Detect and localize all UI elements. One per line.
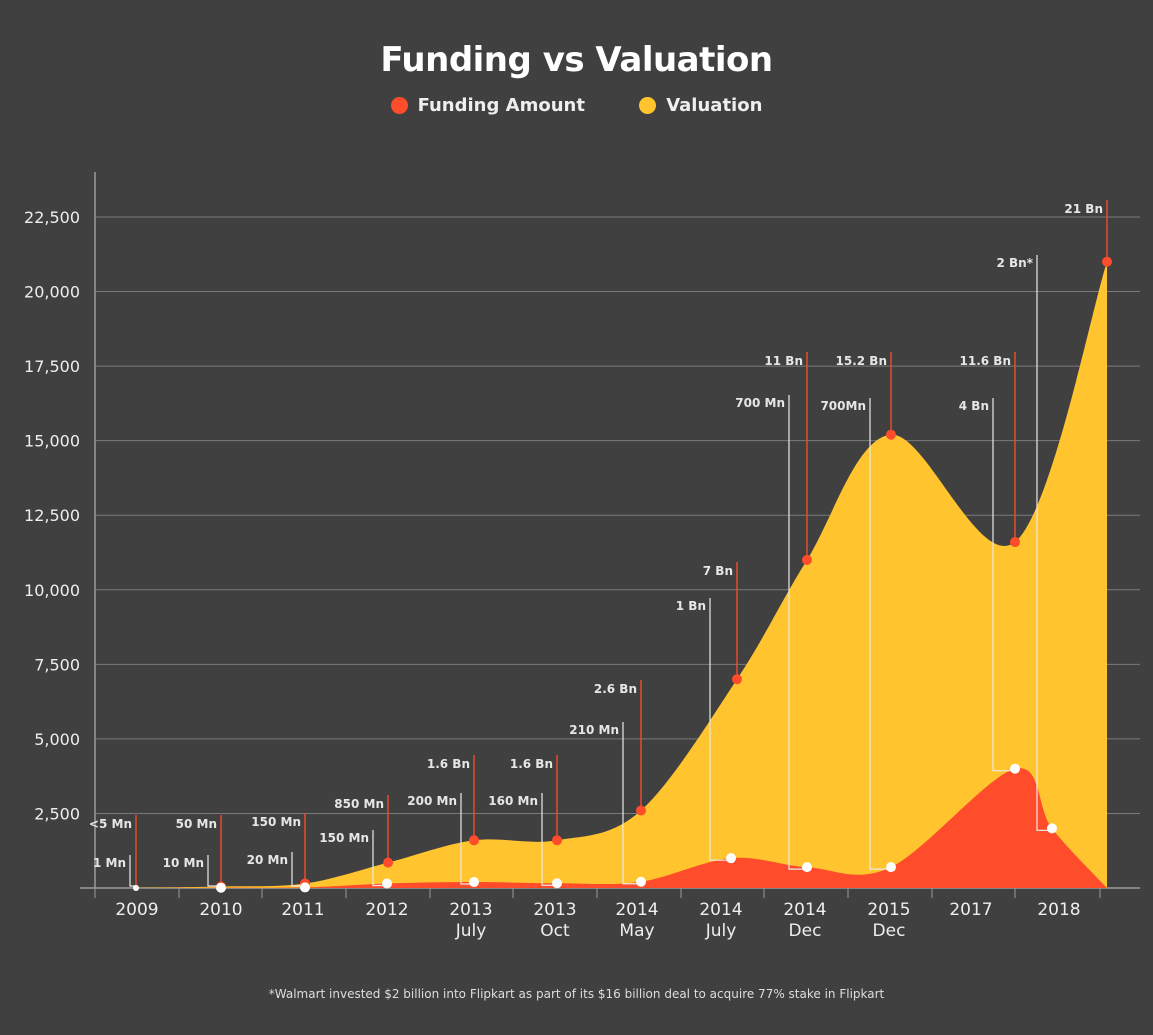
funding-area [136,768,1107,888]
funding-point [1047,823,1057,834]
x-tick-label: 2014 [783,900,826,920]
valuation-data-label: 1.6 Bn [510,757,553,771]
y-tick-label: 5,000 [34,730,80,749]
valuation-data-label: 7 Bn [703,564,733,578]
valuation-point [383,857,393,868]
x-tick-sublabel: Oct [540,921,570,941]
funding-point [216,882,226,893]
valuation-data-label: <5 Mn [89,817,132,831]
funding-point [636,876,646,887]
valuation-point [469,835,479,846]
y-tick-label: 7,500 [34,655,80,674]
x-tick-label: 2010 [199,900,242,920]
chart-title: Funding vs Valuation [380,40,773,80]
x-tick-label: 2014 [699,900,742,920]
valuation-data-label: 1.6 Bn [427,757,470,771]
valuation-data-label: 150 Mn [251,815,301,829]
funding-point [726,853,736,864]
valuation-point [732,674,742,685]
y-tick-label: 10,000 [24,581,80,600]
valuation-data-label: 11 Bn [764,354,803,368]
footnote: *Walmart invested $2 billion into Flipka… [268,987,885,1001]
x-tick-sublabel: July [705,921,737,941]
x-tick-label: 2011 [281,900,324,920]
funding-data-label: 10 Mn [163,856,204,870]
funding-leader-line [992,398,1015,772]
valuation-point [552,835,562,846]
funding-leader-line [207,855,221,887]
legend-label-valuation: Valuation [666,95,763,116]
legend-label-funding: Funding Amount [417,95,585,116]
x-tick-label: 2013 [449,900,492,920]
funding-data-label: 200 Mn [407,794,457,808]
funding-leader-line [622,722,641,885]
y-tick-label: 12,500 [24,506,80,525]
funding-data-label: 2 Bn* [997,256,1034,270]
funding-data-label: 1 Mn [93,856,126,870]
y-tick-label: 22,500 [24,208,80,227]
funding-leader-line [541,793,557,886]
funding-point [1010,763,1020,774]
funding-leader-line [129,855,136,887]
funding-data-label: 4 Bn [959,399,989,413]
valuation-point [636,805,646,816]
funding-point [802,862,812,873]
funding-data-label: 700 Mn [735,396,785,410]
valuation-point [886,429,896,440]
funding-leader-line [1036,255,1052,831]
funding-data-label: 210 Mn [569,723,619,737]
funding-leader-line [869,398,891,870]
x-tick-label: 2012 [365,900,408,920]
y-tick-label: 15,000 [24,432,80,451]
x-tick-label: 2018 [1037,900,1080,920]
legend: Funding Amount Valuation [0,95,1153,119]
legend-swatch-valuation [639,97,657,114]
funding-data-label: 700Mn [820,399,866,413]
legend-swatch-funding [390,97,408,114]
funding-point [300,882,310,893]
valuation-point [1010,537,1020,548]
legend-item-funding: Funding Amount [390,95,585,116]
valuation-data-label: 11.6 Bn [960,354,1011,368]
legend-item-valuation: Valuation [639,95,762,116]
funding-point [552,878,562,889]
valuation-data-label: 15.2 Bn [836,354,887,368]
x-tick-label: 2017 [949,900,992,920]
funding-leader-line [788,395,807,870]
x-tick-sublabel: May [619,921,654,941]
x-tick-label: 2013 [533,900,576,920]
funding-data-label: 1 Bn [676,599,706,613]
y-tick-label: 17,500 [24,357,80,376]
funding-data-label: 150 Mn [319,831,369,845]
x-tick-sublabel: July [455,921,487,941]
valuation-point [802,554,812,565]
funding-leader-line [372,830,387,887]
x-tick-sublabel: Dec [789,921,822,941]
x-tick-label: 2015 [867,900,910,920]
x-tick-label: 2014 [615,900,658,920]
y-tick-label: 2,500 [34,804,80,823]
y-tick-label: 20,000 [24,283,80,302]
x-tick-sublabel: Dec [873,921,906,941]
valuation-data-label: 2.6 Bn [594,682,637,696]
valuation-area [136,261,1107,888]
funding-point [469,877,479,888]
funding-data-label: 160 Mn [488,794,538,808]
valuation-point [1102,256,1112,267]
valuation-data-label: 50 Mn [176,817,217,831]
funding-point [133,884,139,891]
funding-leader-line [709,598,731,861]
valuation-data-label: 21 Bn [1064,202,1103,216]
funding-data-label: 20 Mn [247,853,288,867]
x-tick-label: 2009 [115,900,158,920]
valuation-data-label: 850 Mn [334,797,384,811]
funding-point [382,878,392,889]
funding-point [886,862,896,873]
